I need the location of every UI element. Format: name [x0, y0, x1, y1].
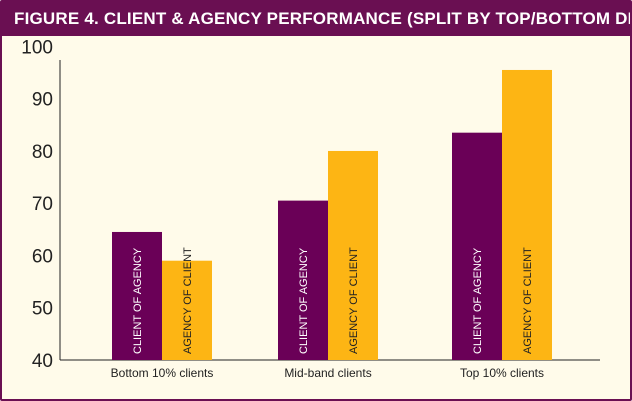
y-tick-label: 80: [32, 142, 53, 163]
bar-client-of-agency: [112, 231, 162, 360]
y-tick-label: 40: [32, 351, 53, 372]
x-category-label: Mid-band clients: [284, 366, 371, 380]
y-tick-label: 90: [32, 90, 53, 111]
bar-series-label: CLIENT OF AGENCY: [472, 247, 484, 354]
bar-agency-of-client: [328, 150, 378, 360]
bar-agency-of-client: [162, 260, 212, 360]
x-category-label: Bottom 10% clients: [111, 366, 214, 380]
y-tick-label: 100: [21, 37, 53, 58]
x-category-label: Top 10% clients: [460, 366, 544, 380]
y-tick-label: 50: [32, 299, 53, 320]
bar-series-label: CLIENT OF AGENCY: [298, 247, 310, 354]
bar-series-label: AGENCY OF CLIENT: [522, 247, 534, 354]
bar-client-of-agency: [278, 200, 328, 360]
y-tick-label: 60: [32, 246, 53, 267]
bar-series-label: AGENCY OF CLIENT: [182, 247, 194, 354]
bar-agency-of-client: [502, 69, 552, 360]
y-tick-label: 70: [32, 194, 53, 215]
bar-series-label: CLIENT OF AGENCY: [132, 247, 144, 354]
bar-client-of-agency: [452, 132, 502, 360]
bar-series-label: AGENCY OF CLIENT: [348, 247, 360, 354]
chart-title: FIGURE 4. CLIENT & AGENCY PERFORMANCE (S…: [2, 2, 630, 36]
